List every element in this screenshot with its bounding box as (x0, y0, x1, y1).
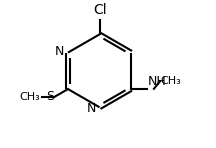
Text: CH₃: CH₃ (19, 92, 40, 102)
Text: NH: NH (147, 75, 166, 88)
Text: N: N (87, 102, 96, 115)
Text: Cl: Cl (93, 4, 106, 17)
Text: S: S (46, 90, 54, 103)
Text: N: N (55, 45, 64, 58)
Text: CH₃: CH₃ (161, 76, 181, 86)
